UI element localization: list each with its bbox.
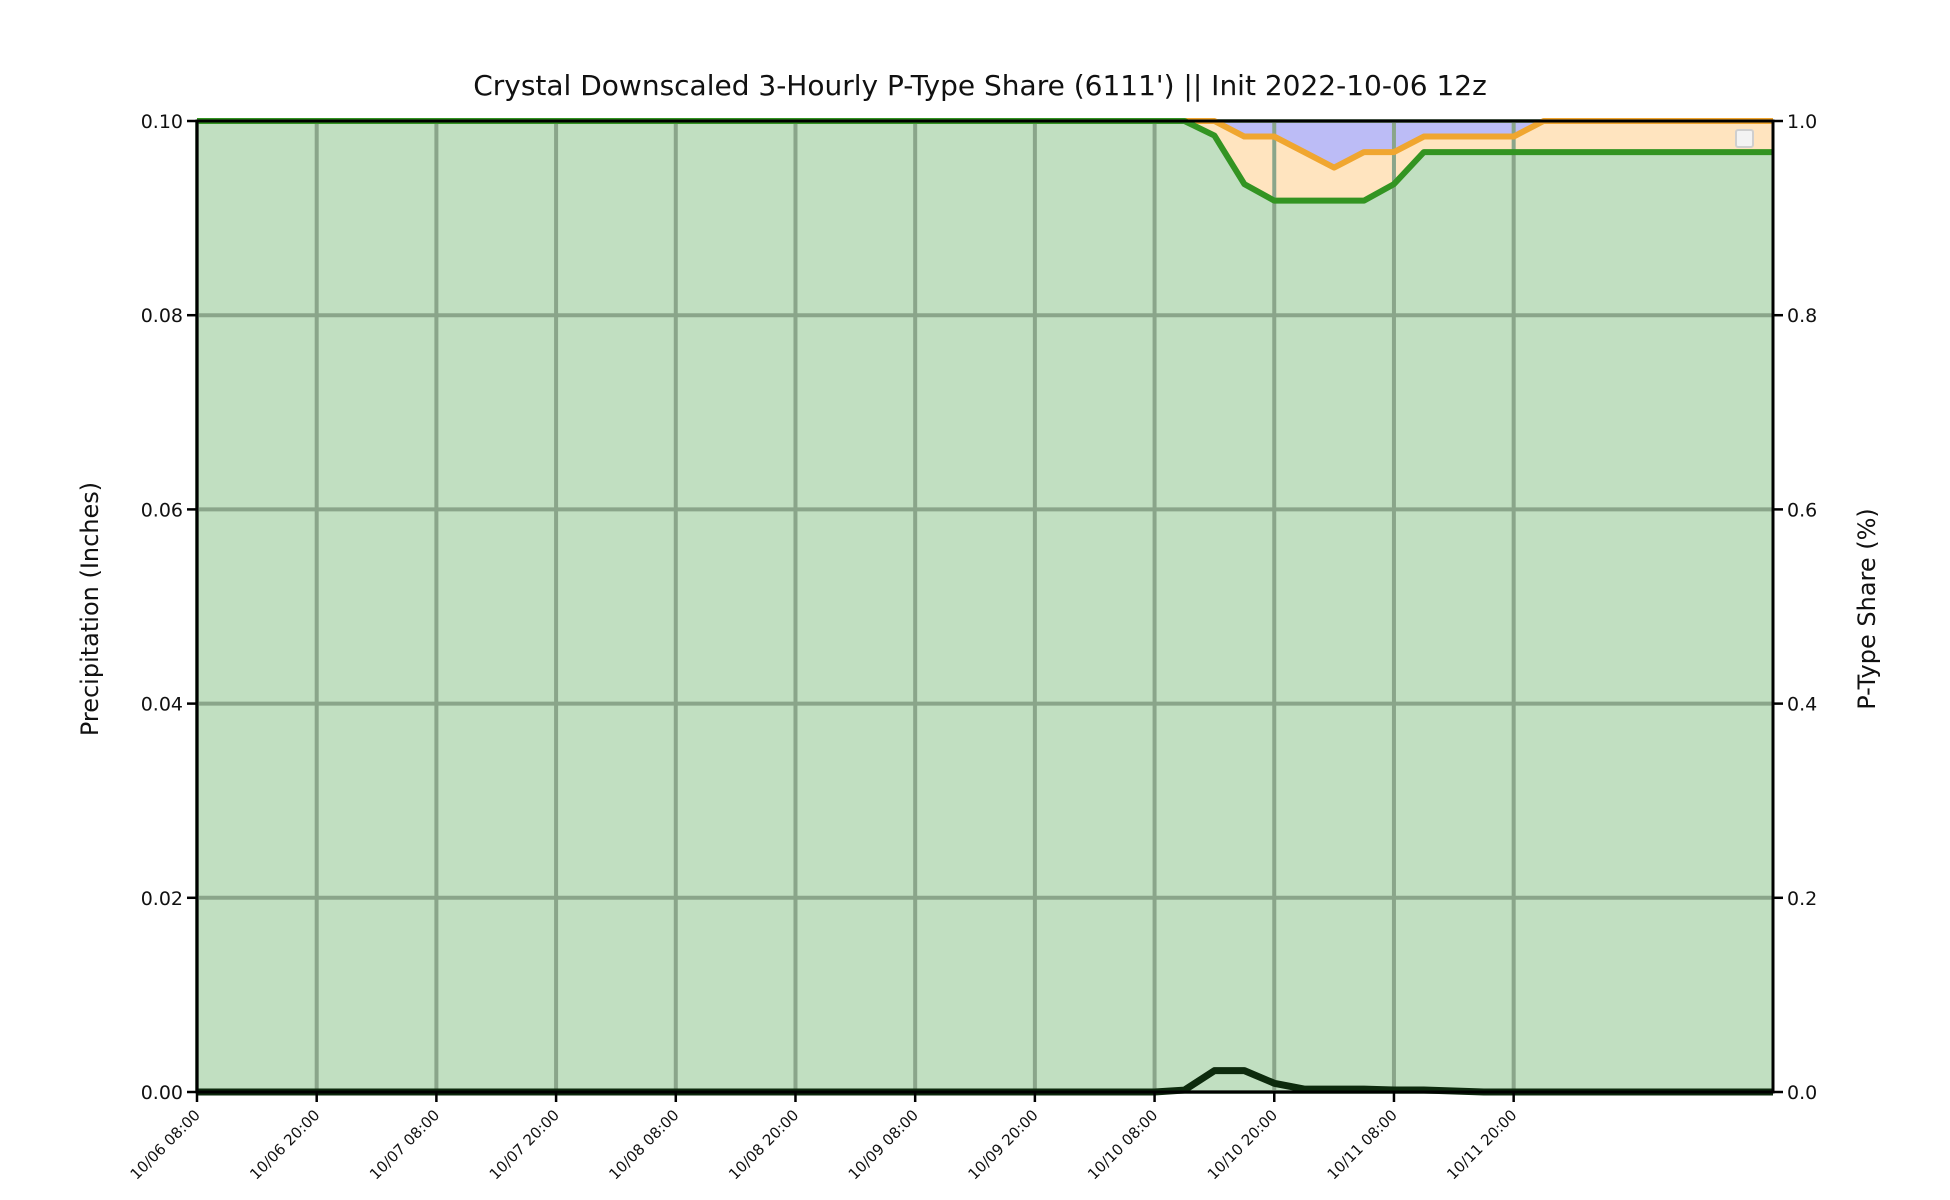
- y-left-tick-label: 0.02: [141, 888, 183, 910]
- y-left-tick-label: 0.08: [141, 305, 183, 327]
- x-tick-label: 10/08 08:00: [605, 1106, 682, 1183]
- y-left-tick-label: 0.06: [141, 499, 183, 521]
- y-axis-right-label: P-Type Share (%): [1853, 508, 1881, 710]
- rain-area: [197, 121, 1773, 1092]
- y-right-tick-label: 0.4: [1787, 694, 1817, 716]
- y-axis-left-label: Precipitation (Inches): [76, 482, 104, 736]
- x-tick-label: 10/11 08:00: [1324, 1106, 1401, 1183]
- x-tick-label: 10/06 08:00: [127, 1106, 204, 1183]
- x-tick-label: 10/06 20:00: [246, 1106, 323, 1183]
- y-left-tick-label: 0.00: [141, 1082, 183, 1104]
- x-tick-label: 10/10 08:00: [1084, 1106, 1161, 1183]
- y-axis-left: 0.00 0.02 0.04 0.06 0.08 0.10: [141, 111, 197, 1104]
- legend-box: [1735, 129, 1754, 148]
- y-right-tick-label: 0.2: [1787, 888, 1817, 910]
- y-axis-right: 0.0 0.2 0.4 0.6 0.8 1.0: [1773, 111, 1817, 1104]
- x-tick-label: 10/07 08:00: [366, 1106, 443, 1183]
- y-right-tick-label: 0.6: [1787, 499, 1817, 521]
- x-tick-label: 10/08 20:00: [725, 1106, 802, 1183]
- x-axis: 10/06 08:00 10/06 20:00 10/07 08:00 10/07 2…: [127, 1092, 1520, 1183]
- x-tick-label: 10/11 20:00: [1443, 1106, 1520, 1183]
- y-left-tick-label: 0.04: [141, 694, 183, 716]
- y-left-tick-label: 0.10: [141, 111, 183, 133]
- plot-area: [195, 118, 1775, 1096]
- x-tick-label: 10/09 08:00: [845, 1106, 922, 1183]
- plot-frame: [195, 119, 1775, 1094]
- x-tick-label: 10/09 20:00: [964, 1106, 1041, 1183]
- x-tick-label: 10/10 20:00: [1204, 1106, 1281, 1183]
- y-right-tick-label: 0.0: [1787, 1082, 1817, 1104]
- chart-title: Crystal Downscaled 3-Hourly P-Type Share…: [473, 69, 1487, 102]
- y-right-tick-label: 1.0: [1787, 111, 1817, 133]
- y-right-tick-label: 0.8: [1787, 305, 1817, 327]
- x-tick-label: 10/07 20:00: [486, 1106, 563, 1183]
